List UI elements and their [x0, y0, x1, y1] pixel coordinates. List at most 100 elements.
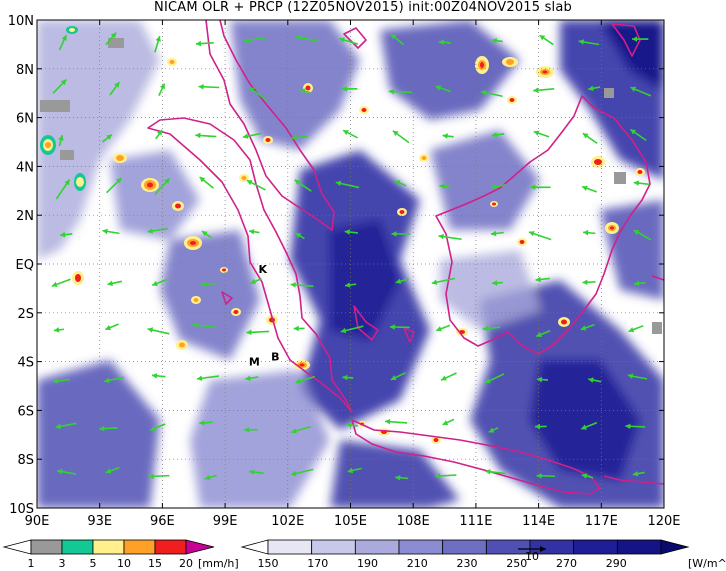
wind-arrow — [245, 375, 259, 381]
wind-arrow — [440, 372, 457, 381]
wind-arrow — [158, 83, 166, 96]
precip-cell — [141, 178, 159, 192]
precip-colorbar-lower-tri — [2, 539, 32, 555]
precip-cell — [475, 56, 489, 74]
wind-arrow — [192, 322, 217, 329]
wind-arrow — [244, 427, 258, 433]
precip-colorbar-upper-tri — [185, 539, 215, 555]
x-tick-label: 99E — [213, 514, 238, 529]
precip-cell — [172, 201, 184, 211]
wind-arrow — [58, 135, 64, 147]
wind-arrow — [246, 329, 270, 336]
olr-clear-sky-region — [110, 150, 200, 240]
wind-arrow — [528, 230, 552, 241]
coastline-malay-peninsula — [205, 20, 335, 231]
precip-cell — [220, 267, 228, 273]
olr-clear-sky-region — [430, 130, 540, 230]
wind-arrow — [583, 229, 596, 236]
coastline-island-cluster — [353, 305, 379, 341]
wind-arrow — [101, 133, 113, 143]
wind-arrow — [204, 474, 217, 481]
wind-arrow — [491, 132, 505, 138]
wind-arrow — [536, 329, 551, 338]
wind-arrow — [485, 468, 506, 475]
wind-arrow — [395, 474, 409, 481]
olr-colorbar-label: 150 — [258, 557, 279, 570]
wind-arrow — [344, 282, 357, 288]
wind-arrow — [536, 376, 549, 383]
wind-arrow — [633, 180, 650, 186]
precip-color-swatch — [61, 539, 94, 555]
olr-colorbar-label: 250 — [506, 557, 527, 570]
wind-arrow — [290, 282, 314, 288]
wind-arrow — [195, 40, 214, 47]
wind-arrow — [389, 324, 410, 330]
wind-arrow — [582, 132, 598, 144]
wind-arrow — [391, 231, 411, 237]
wind-arrow — [107, 280, 123, 287]
wind-arrow — [490, 230, 504, 237]
wind-arrow — [346, 422, 358, 428]
coastline-island-cluster — [603, 475, 664, 485]
wind-arrow — [147, 227, 168, 234]
precip-cell — [635, 168, 645, 176]
wind-arrow — [390, 372, 406, 381]
wind-arrow — [395, 278, 409, 284]
precip-patch — [108, 38, 124, 48]
olr-colorbar-label: 210 — [407, 557, 428, 570]
wind-arrow — [581, 473, 594, 479]
grid — [37, 20, 664, 508]
wind-arrow — [109, 81, 121, 96]
wind-arrow — [442, 418, 455, 426]
wind-arrow — [51, 278, 71, 288]
wind-arrow — [384, 418, 408, 425]
wind-arrow — [198, 84, 220, 90]
coastline-borneo — [435, 95, 651, 355]
map-plot-area: K M B — [37, 20, 664, 508]
station-markers: K M B — [248, 262, 282, 369]
vector-key: 10 — [518, 546, 546, 563]
wind-arrow — [480, 89, 503, 98]
coastline-island-cluster — [221, 291, 233, 305]
olr-clear-sky-region — [37, 20, 160, 260]
olr-colorbar-label: 190 — [357, 557, 378, 570]
wind-arrow — [534, 423, 547, 430]
coastline-island-cluster — [403, 327, 415, 343]
olr-color-swatch — [354, 539, 400, 555]
precip-cell — [40, 135, 56, 155]
olr-colorbar-label: 170 — [307, 557, 328, 570]
y-tick-label: 10N — [8, 14, 34, 29]
wind-arrow — [52, 79, 67, 94]
figure-title: NICAM OLR + PRCP (12Z05NOV2015) init:00Z… — [154, 0, 572, 15]
wind-arrow — [632, 470, 645, 477]
wind-arrow — [149, 423, 166, 431]
olr-color-swatch — [398, 539, 444, 555]
wind-arrow — [491, 37, 503, 44]
wind-arrow — [633, 229, 652, 241]
wind-arrow — [341, 86, 358, 92]
wind-arrow — [630, 86, 652, 97]
wind-arrow — [99, 425, 118, 432]
precip-cell — [72, 271, 84, 285]
olr-colorbar-label: 230 — [456, 557, 477, 570]
precip-cell — [191, 296, 201, 304]
coastline-island-cluster — [611, 23, 641, 57]
precip-cell — [239, 174, 249, 182]
precip-colorbar-label: 15 — [148, 557, 162, 570]
wind-arrow — [105, 323, 119, 331]
olr-color-swatch — [311, 539, 356, 555]
precip-colorbar-label: 20 — [179, 557, 193, 570]
wind-arrow — [438, 39, 451, 46]
precip-cell — [490, 201, 498, 207]
x-tick-label: 114E — [522, 514, 555, 529]
wind-arrow — [442, 133, 454, 139]
wind-arrow — [59, 231, 73, 238]
wind-arrow — [290, 468, 314, 477]
wind-arrow — [633, 280, 646, 287]
precip-cell — [591, 156, 605, 168]
wind-arrow — [199, 420, 213, 426]
x-tick-label: 93E — [87, 514, 112, 529]
x-axis: 90E 93E 96E 99E 102E 105E 108E 111E 114E 117E 120E — [25, 20, 681, 529]
